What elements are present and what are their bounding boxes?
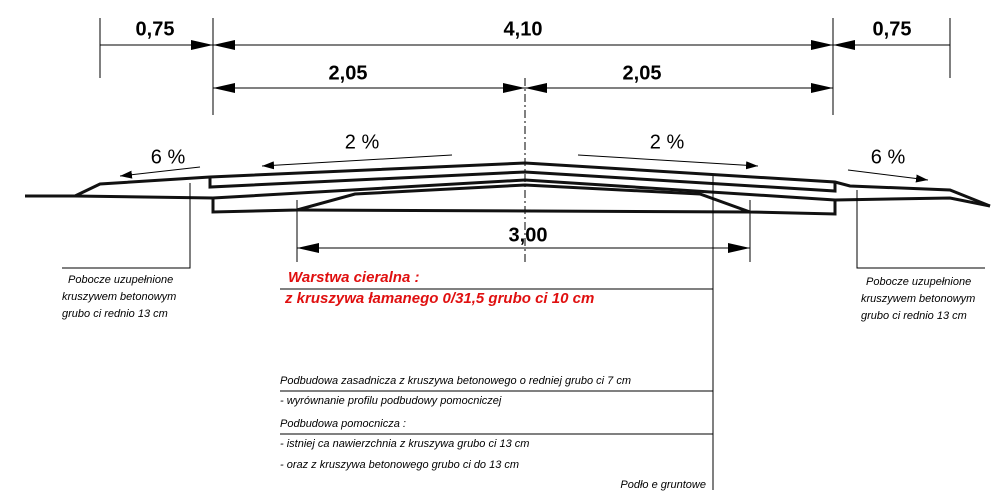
dim-label: 2,05 [329, 62, 368, 84]
dimension-lines [99, 18, 951, 262]
dim-label: 2,05 [623, 62, 662, 84]
note-line: grubo ci rednio 13 cm [62, 308, 168, 320]
dim-label: 3,00 [509, 224, 548, 246]
layer-text: z kruszywa łamanego 0/31,5 grubo ci 10 c… [284, 290, 594, 307]
layer-text: Podbudowa pomocnicza : [280, 418, 406, 430]
layer-text: - istniej ca nawierzchnia z kruszywa gru… [280, 438, 529, 450]
dim-label: 4,10 [504, 18, 543, 40]
leaders [62, 176, 985, 490]
note-line: grubo ci rednio 13 cm [861, 310, 967, 322]
note-line: kruszywem betonowym [861, 293, 975, 305]
layer-text: - oraz z kruszywa betonowego grubo ci do… [280, 459, 519, 471]
layer-text: Podbudowa zasadnicza z kruszywa betonowe… [280, 375, 631, 387]
dim-label: 0,75 [873, 18, 912, 40]
layer-title: Warstwa cieralna : [288, 269, 419, 286]
layer-text: Podło e gruntowe [620, 479, 706, 491]
note-line: Pobocze uzupełnione [866, 276, 971, 288]
slope-arrows [119, 154, 929, 183]
slope-label: 6 % [151, 146, 186, 168]
slope-label: 2 % [650, 131, 685, 153]
dim-label: 0,75 [136, 18, 175, 40]
slope-label: 2 % [345, 131, 380, 153]
layer-text: - wyrównanie profilu podbudowy pomocnicz… [280, 395, 502, 407]
note-line: Pobocze uzupełnione [68, 274, 173, 286]
note-line: kruszywem betonowym [62, 291, 176, 303]
slope-label: 6 % [871, 146, 906, 168]
